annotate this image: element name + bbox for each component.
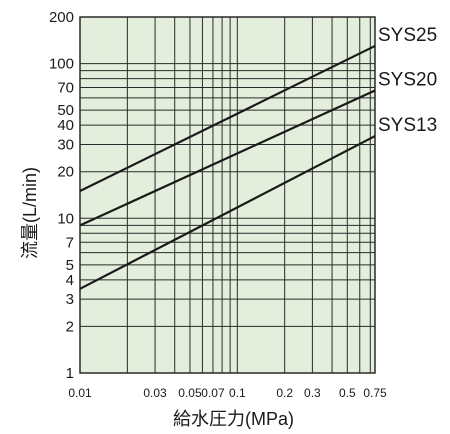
y-tick-label: 10	[57, 210, 74, 227]
y-tick-label: 50	[57, 102, 74, 119]
y-tick-label: 7	[66, 234, 74, 251]
y-tick-label: 5	[66, 257, 74, 274]
plot-frame	[79, 16, 376, 374]
y-tick-label: 3	[66, 291, 74, 308]
x-tick-label: 0.07	[201, 386, 225, 400]
series-label-sys20: SYS20	[378, 69, 437, 90]
x-axis-ticks: 0.01 0.03 0.05 0.07 0.1 0.2 0.3 0.5 0.75	[68, 386, 387, 400]
y-tick-label: 40	[57, 117, 74, 134]
y-tick-label: 30	[57, 136, 74, 153]
x-gridlines	[79, 17, 376, 373]
plot-area	[80, 17, 375, 373]
y-tick-label: 20	[57, 164, 74, 181]
series-lines	[79, 44, 376, 290]
x-axis-label: 給水圧力(MPa)	[173, 409, 294, 429]
y-tick-label: 2	[66, 318, 74, 335]
y-tick-label: 100	[49, 56, 74, 73]
x-tick-label: 0.03	[143, 386, 167, 400]
y-tick-label: 70	[57, 80, 74, 97]
series-line-sys20	[79, 89, 376, 227]
series-line-sys25	[79, 44, 376, 193]
y-tick-label: 200	[49, 9, 74, 26]
y-tick-label: 4	[66, 272, 74, 289]
x-tick-label: 0.3	[304, 386, 321, 400]
x-tick-label: 0.75	[363, 386, 387, 400]
x-tick-label: 0.2	[276, 386, 293, 400]
series-line-sys13	[79, 135, 376, 290]
y-tick-label: 1	[66, 365, 74, 382]
series-label-sys13: SYS13	[378, 115, 437, 136]
x-tick-label: 0.5	[339, 386, 356, 400]
y-axis-label: 流量(L/min)	[20, 167, 40, 259]
series-label-sys25: SYS25	[378, 25, 437, 46]
x-tick-label: 0.1	[229, 386, 246, 400]
x-tick-label: 0.01	[68, 386, 92, 400]
x-tick-label: 0.05	[178, 386, 202, 400]
series-labels: SYS25 SYS20 SYS13	[378, 25, 437, 136]
